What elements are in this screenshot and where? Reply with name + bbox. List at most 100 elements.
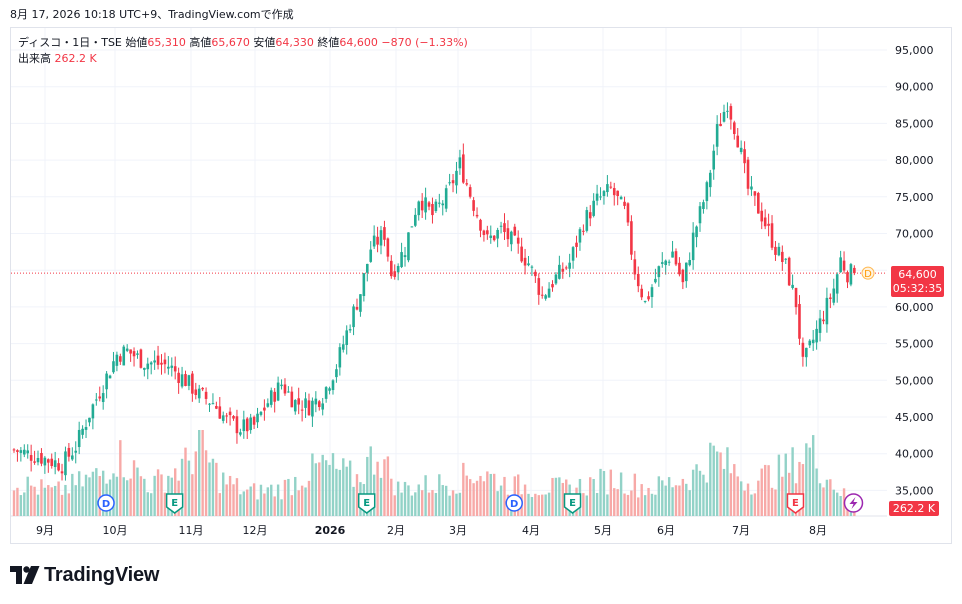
candle-body — [691, 232, 695, 261]
volume-bar — [57, 481, 60, 516]
volume-bar — [613, 488, 616, 516]
candle-body — [472, 200, 475, 211]
candle-body — [184, 374, 187, 387]
candle-body — [201, 387, 204, 390]
earnings-event-marker — [165, 493, 184, 514]
volume-bar — [174, 468, 177, 516]
volume-bar — [801, 464, 805, 516]
candle-body — [407, 232, 410, 261]
volume-bar — [338, 469, 342, 516]
volume-bar — [523, 484, 527, 516]
volume-bar — [390, 478, 393, 516]
volume-bar — [287, 478, 290, 516]
volume-bar — [685, 483, 688, 516]
volume-bar — [444, 485, 448, 516]
change-value: −870 (−1.33%) — [381, 36, 468, 49]
candle-body — [705, 182, 709, 202]
volume-bar — [71, 473, 74, 516]
candle-body — [715, 124, 719, 147]
earnings-event-marker — [786, 493, 805, 514]
candle-body — [475, 214, 479, 217]
candle-body — [506, 228, 510, 240]
volume-bar — [294, 476, 297, 516]
candle-body — [372, 235, 376, 247]
candle-body — [571, 247, 575, 261]
open-label: 始値 — [125, 36, 148, 49]
volume-bar — [307, 480, 311, 516]
candle-body — [657, 266, 661, 278]
volume-bar — [832, 489, 835, 516]
volume-bar — [376, 461, 379, 516]
candle-body — [125, 348, 129, 351]
volume-bar — [781, 476, 784, 516]
candle-body — [698, 206, 702, 224]
volume-bar — [119, 440, 122, 516]
candle-body — [564, 267, 568, 269]
candle-body — [64, 451, 67, 476]
tradingview-logo[interactable]: TradingView — [10, 563, 159, 587]
volume-bar — [420, 490, 424, 516]
candle-body — [513, 226, 517, 236]
candle-body — [43, 457, 47, 466]
x-tick-label: 6月 — [657, 524, 675, 537]
candle-body — [29, 455, 33, 461]
candle-body — [733, 122, 736, 135]
candle-body — [835, 274, 839, 294]
candle-body — [215, 405, 218, 409]
volume-bar — [486, 471, 489, 516]
dividend-event-letter: D — [102, 499, 110, 510]
candle-body — [746, 159, 750, 189]
candle-body — [777, 246, 781, 256]
candle-body — [811, 339, 815, 344]
candle-body — [208, 403, 211, 405]
volume-bar — [318, 462, 321, 516]
y-tick-label: 40,000 — [895, 448, 934, 461]
candle-body — [160, 362, 163, 365]
volume-bar — [544, 494, 547, 516]
volume-bar — [77, 471, 81, 516]
candle-body — [667, 261, 671, 263]
volume-bar — [50, 487, 53, 516]
volume-bar — [527, 493, 530, 516]
volume-bar — [201, 430, 204, 516]
candle-body — [57, 463, 60, 471]
candle-body — [825, 297, 829, 325]
volume-bar — [678, 485, 681, 516]
volume-bar — [695, 464, 698, 516]
candle-body — [362, 273, 366, 297]
candle-body — [290, 391, 294, 408]
volume-bar — [493, 473, 496, 516]
volume-bar — [67, 493, 71, 516]
x-tick-label: 8月 — [809, 524, 827, 537]
volume-bar — [726, 447, 729, 516]
symbol-label[interactable]: ディスコ・1日・TSE — [18, 36, 122, 49]
candle-body — [191, 373, 194, 394]
volume-bar — [829, 479, 832, 516]
candle-body — [643, 300, 647, 302]
volume-bar — [626, 494, 630, 516]
volume-bar — [582, 493, 585, 516]
candle-body — [122, 346, 126, 366]
volume-bar — [386, 456, 390, 516]
volume-bar — [403, 481, 407, 516]
candle-body — [674, 251, 678, 265]
candle-body — [736, 135, 740, 148]
volume-bar — [112, 473, 115, 516]
volume-bar — [321, 454, 324, 516]
volume-bar — [633, 473, 637, 516]
volume-bar — [681, 478, 685, 516]
candle-body — [321, 403, 324, 410]
volume-bar — [208, 462, 211, 516]
volume-bar — [215, 462, 218, 516]
candle-body — [708, 172, 712, 188]
candle-body — [311, 400, 314, 417]
candle-body — [386, 238, 390, 257]
candle-body — [331, 380, 335, 391]
candle-body — [660, 262, 664, 264]
volume-bar — [163, 492, 167, 516]
candle-body — [88, 417, 91, 423]
high-label: 高値 — [189, 36, 212, 49]
volume-bar — [101, 470, 105, 516]
volume-bar — [263, 493, 266, 516]
